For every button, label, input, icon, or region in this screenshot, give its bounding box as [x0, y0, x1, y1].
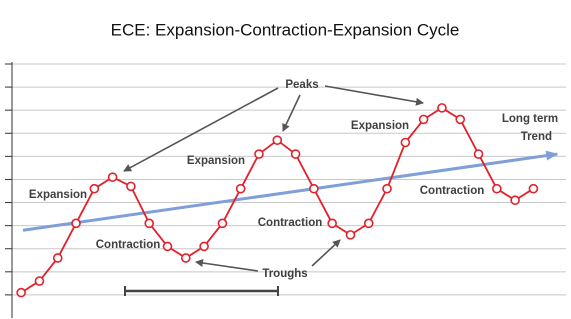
point [34, 276, 45, 286]
point [235, 183, 246, 194]
point [107, 172, 118, 182]
arrows [123, 85, 424, 296]
point [382, 183, 392, 194]
point [217, 218, 228, 229]
annotation: Expansion [351, 120, 409, 132]
point [418, 114, 429, 125]
point [363, 218, 374, 229]
point [126, 181, 136, 192]
annotation: Contraction [420, 185, 485, 197]
point [473, 149, 484, 159]
point [144, 218, 155, 229]
annotation: Trend [521, 131, 552, 143]
annotation: Expansion [29, 189, 87, 201]
chart-title: ECE: Expansion-Contraction-Expansion Cyc… [111, 20, 460, 39]
point [309, 183, 319, 194]
point [52, 253, 63, 263]
point [89, 183, 100, 194]
point [455, 114, 466, 125]
point [437, 103, 447, 113]
point [199, 241, 209, 252]
annotation: Peaks [285, 79, 318, 91]
trend-line [22, 150, 559, 232]
point [254, 149, 264, 159]
point [272, 135, 283, 145]
point [528, 183, 539, 194]
point [492, 183, 502, 194]
annotation: Contraction [258, 217, 323, 229]
point [181, 253, 191, 263]
point [510, 195, 520, 206]
point [16, 287, 26, 298]
point [290, 149, 301, 159]
annotation: Contraction [96, 239, 161, 251]
annotation: Expansion [187, 155, 245, 167]
annotation: Long term [502, 113, 558, 125]
point [327, 218, 337, 229]
annotation: Troughs [262, 268, 307, 280]
point [71, 218, 81, 229]
point [162, 241, 173, 252]
point [345, 230, 356, 240]
point [400, 137, 411, 148]
